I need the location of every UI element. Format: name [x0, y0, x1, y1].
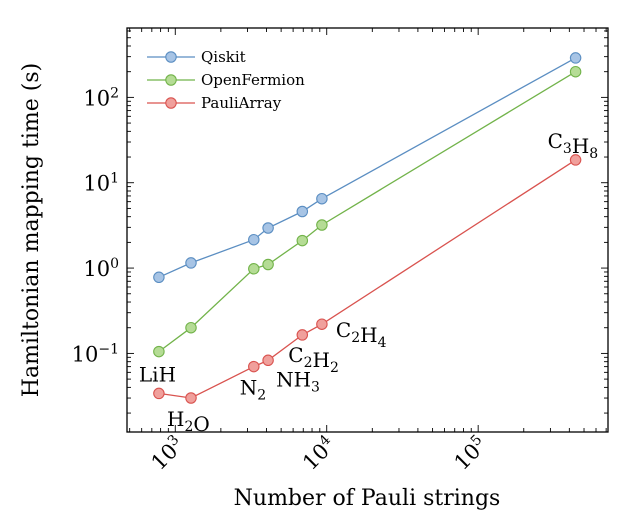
data-point-openfermion — [153, 345, 165, 358]
y-axis-title: Hamiltonian mapping time (s) — [19, 63, 44, 397]
data-point-pauliarray — [153, 387, 165, 400]
x-tick-label: 105 — [449, 432, 492, 475]
annotation-label: N2 — [240, 376, 266, 404]
data-point-openfermion — [569, 65, 582, 78]
tick-marks — [127, 28, 608, 432]
x-tick-labels: 103 104 105 — [146, 432, 492, 475]
legend-label: OpenFermion — [201, 71, 305, 89]
plot-area — [126, 27, 609, 433]
data-point-qiskit — [569, 52, 582, 64]
x-tick-label: 104 — [297, 432, 340, 475]
data-point-pauliarray — [185, 392, 197, 404]
data-point-qiskit — [296, 205, 309, 218]
legend-label: Qiskit — [201, 48, 246, 66]
data-point-pauliarray — [248, 360, 260, 373]
data-point-qiskit — [316, 192, 328, 205]
x-axis-title: Number of Pauli strings — [234, 486, 501, 511]
data-point-pauliarray — [316, 318, 328, 330]
data-point-openfermion — [185, 321, 197, 334]
annotation-label: NH3 — [276, 367, 320, 395]
data-point-openfermion — [262, 258, 274, 271]
data-point-pauliarray — [296, 329, 309, 341]
legend: Qiskit OpenFermion PauliArray — [147, 48, 305, 112]
annotation-label: C2H2 — [288, 343, 339, 376]
y-tick-labels: 10−1 100 101 102 — [72, 85, 119, 366]
data-point-qiskit — [185, 257, 197, 269]
y-tick-label: 100 — [83, 256, 119, 281]
data-point-openfermion — [316, 219, 328, 231]
data-point-openfermion — [296, 234, 309, 247]
x-tick-label: 103 — [146, 432, 189, 475]
data-point-qiskit — [153, 271, 165, 284]
legend-label: PauliArray — [201, 94, 282, 112]
data-points — [153, 52, 582, 404]
y-tick-label: 102 — [83, 85, 119, 110]
annotation-label: C3H8 — [548, 129, 599, 162]
data-point-qiskit — [262, 222, 274, 234]
data-point-pauliarray — [569, 154, 582, 166]
legend-marker — [165, 74, 177, 86]
data-point-pauliarray — [262, 354, 274, 367]
legend-marker — [165, 97, 177, 109]
y-tick-label: 101 — [83, 171, 119, 196]
data-point-qiskit — [248, 233, 260, 246]
y-tick-label: 10−1 — [72, 341, 119, 366]
legend-marker — [165, 51, 177, 63]
annotation-label: H2O — [167, 407, 210, 436]
data-point-openfermion — [248, 263, 260, 275]
annotation-label: C2H4 — [336, 318, 387, 351]
annotation-label: LiH — [139, 362, 176, 386]
